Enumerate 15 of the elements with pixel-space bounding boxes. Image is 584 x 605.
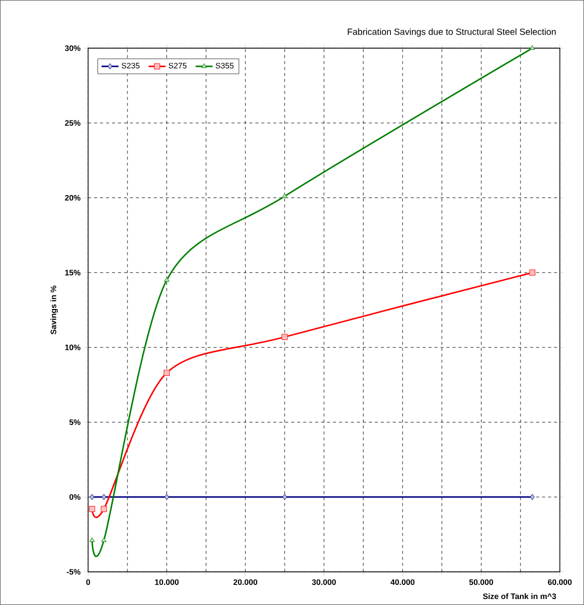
point <box>89 506 96 512</box>
point <box>164 370 170 376</box>
point <box>529 270 536 276</box>
point <box>102 494 106 500</box>
point <box>282 494 288 500</box>
point <box>282 193 288 198</box>
point <box>90 494 94 500</box>
point <box>530 494 535 500</box>
point <box>100 506 107 512</box>
point <box>101 537 107 542</box>
chart-title: Fabrication Savings due to Structural Steel Selection <box>348 28 556 37</box>
point <box>164 494 170 500</box>
point <box>282 334 288 340</box>
point <box>164 277 170 282</box>
point <box>530 45 535 50</box>
